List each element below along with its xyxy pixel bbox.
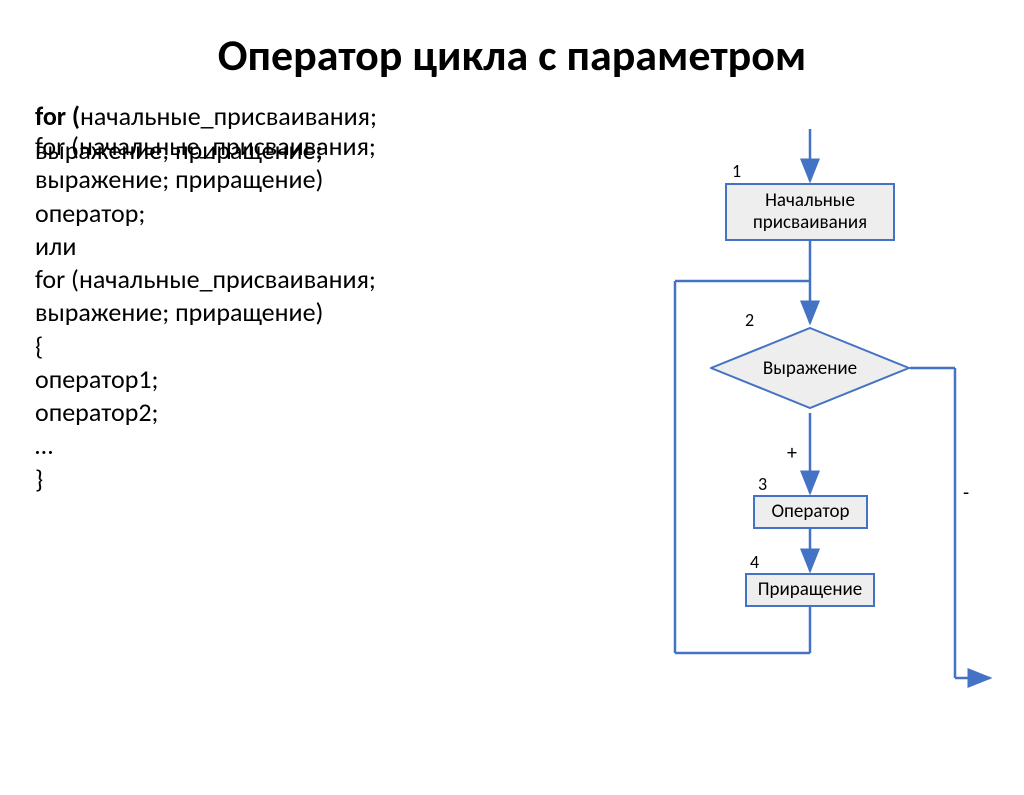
line-or: или <box>35 230 515 263</box>
edge-label-plus: + <box>787 441 797 465</box>
line3: оператор; <box>35 197 515 230</box>
node-initial-assignments: Начальныеприсваивания <box>725 183 895 241</box>
node3-label: Оператор <box>771 501 849 523</box>
op1-text: оператор <box>35 363 138 395</box>
line1: for (начальные_присваивания; <box>35 130 515 163</box>
line-rbrace: } <box>35 463 515 496</box>
line-op2: оператор2; <box>35 396 515 429</box>
line2: выражение; приращение) <box>35 163 515 196</box>
line-ellipsis: … <box>35 429 515 462</box>
line-op1: оператор1; <box>35 363 515 396</box>
line-lbrace: { <box>35 330 515 363</box>
node-num-1: 1 <box>732 160 741 182</box>
node1-label: Начальныеприсваивания <box>753 190 867 234</box>
kw-for-1: for ( <box>35 130 79 162</box>
close-paren-2: ) <box>316 296 324 328</box>
line4: for (начальные_присваивания; <box>35 263 515 296</box>
page-title: Оператор цикла с параметром <box>0 28 1024 82</box>
node-increment: Приращение <box>745 573 875 607</box>
syntax-text: for (начальные_присваивания; выражение; … <box>35 130 515 496</box>
params1-seg: начальные_присваивания; <box>79 130 376 162</box>
close-paren-1: ) <box>316 163 324 195</box>
op1-num: 1; <box>138 363 158 395</box>
node-expression: Выражение <box>710 327 910 409</box>
node2-label: Выражение <box>710 327 910 409</box>
op2-num: 2; <box>138 396 158 428</box>
node-num-4: 4 <box>750 551 759 573</box>
node4-label: Приращение <box>758 579 863 601</box>
line2-text: выражение; приращение <box>35 163 316 195</box>
edge-label-minus: - <box>963 481 969 505</box>
line5-text: выражение; приращение <box>35 296 316 328</box>
line5: выражение; приращение) <box>35 296 515 329</box>
flowchart: 1 Начальныеприсваивания 2 Выражение 3 Оп… <box>555 123 995 743</box>
op2-text: оператор <box>35 396 138 428</box>
node-operator: Оператор <box>753 495 868 529</box>
for-keyword-1: for ( <box>35 100 80 132</box>
params2-seg: начальные_присваивания; <box>79 263 376 295</box>
node-num-3: 3 <box>758 473 767 495</box>
kw-for-2: for ( <box>35 263 79 295</box>
